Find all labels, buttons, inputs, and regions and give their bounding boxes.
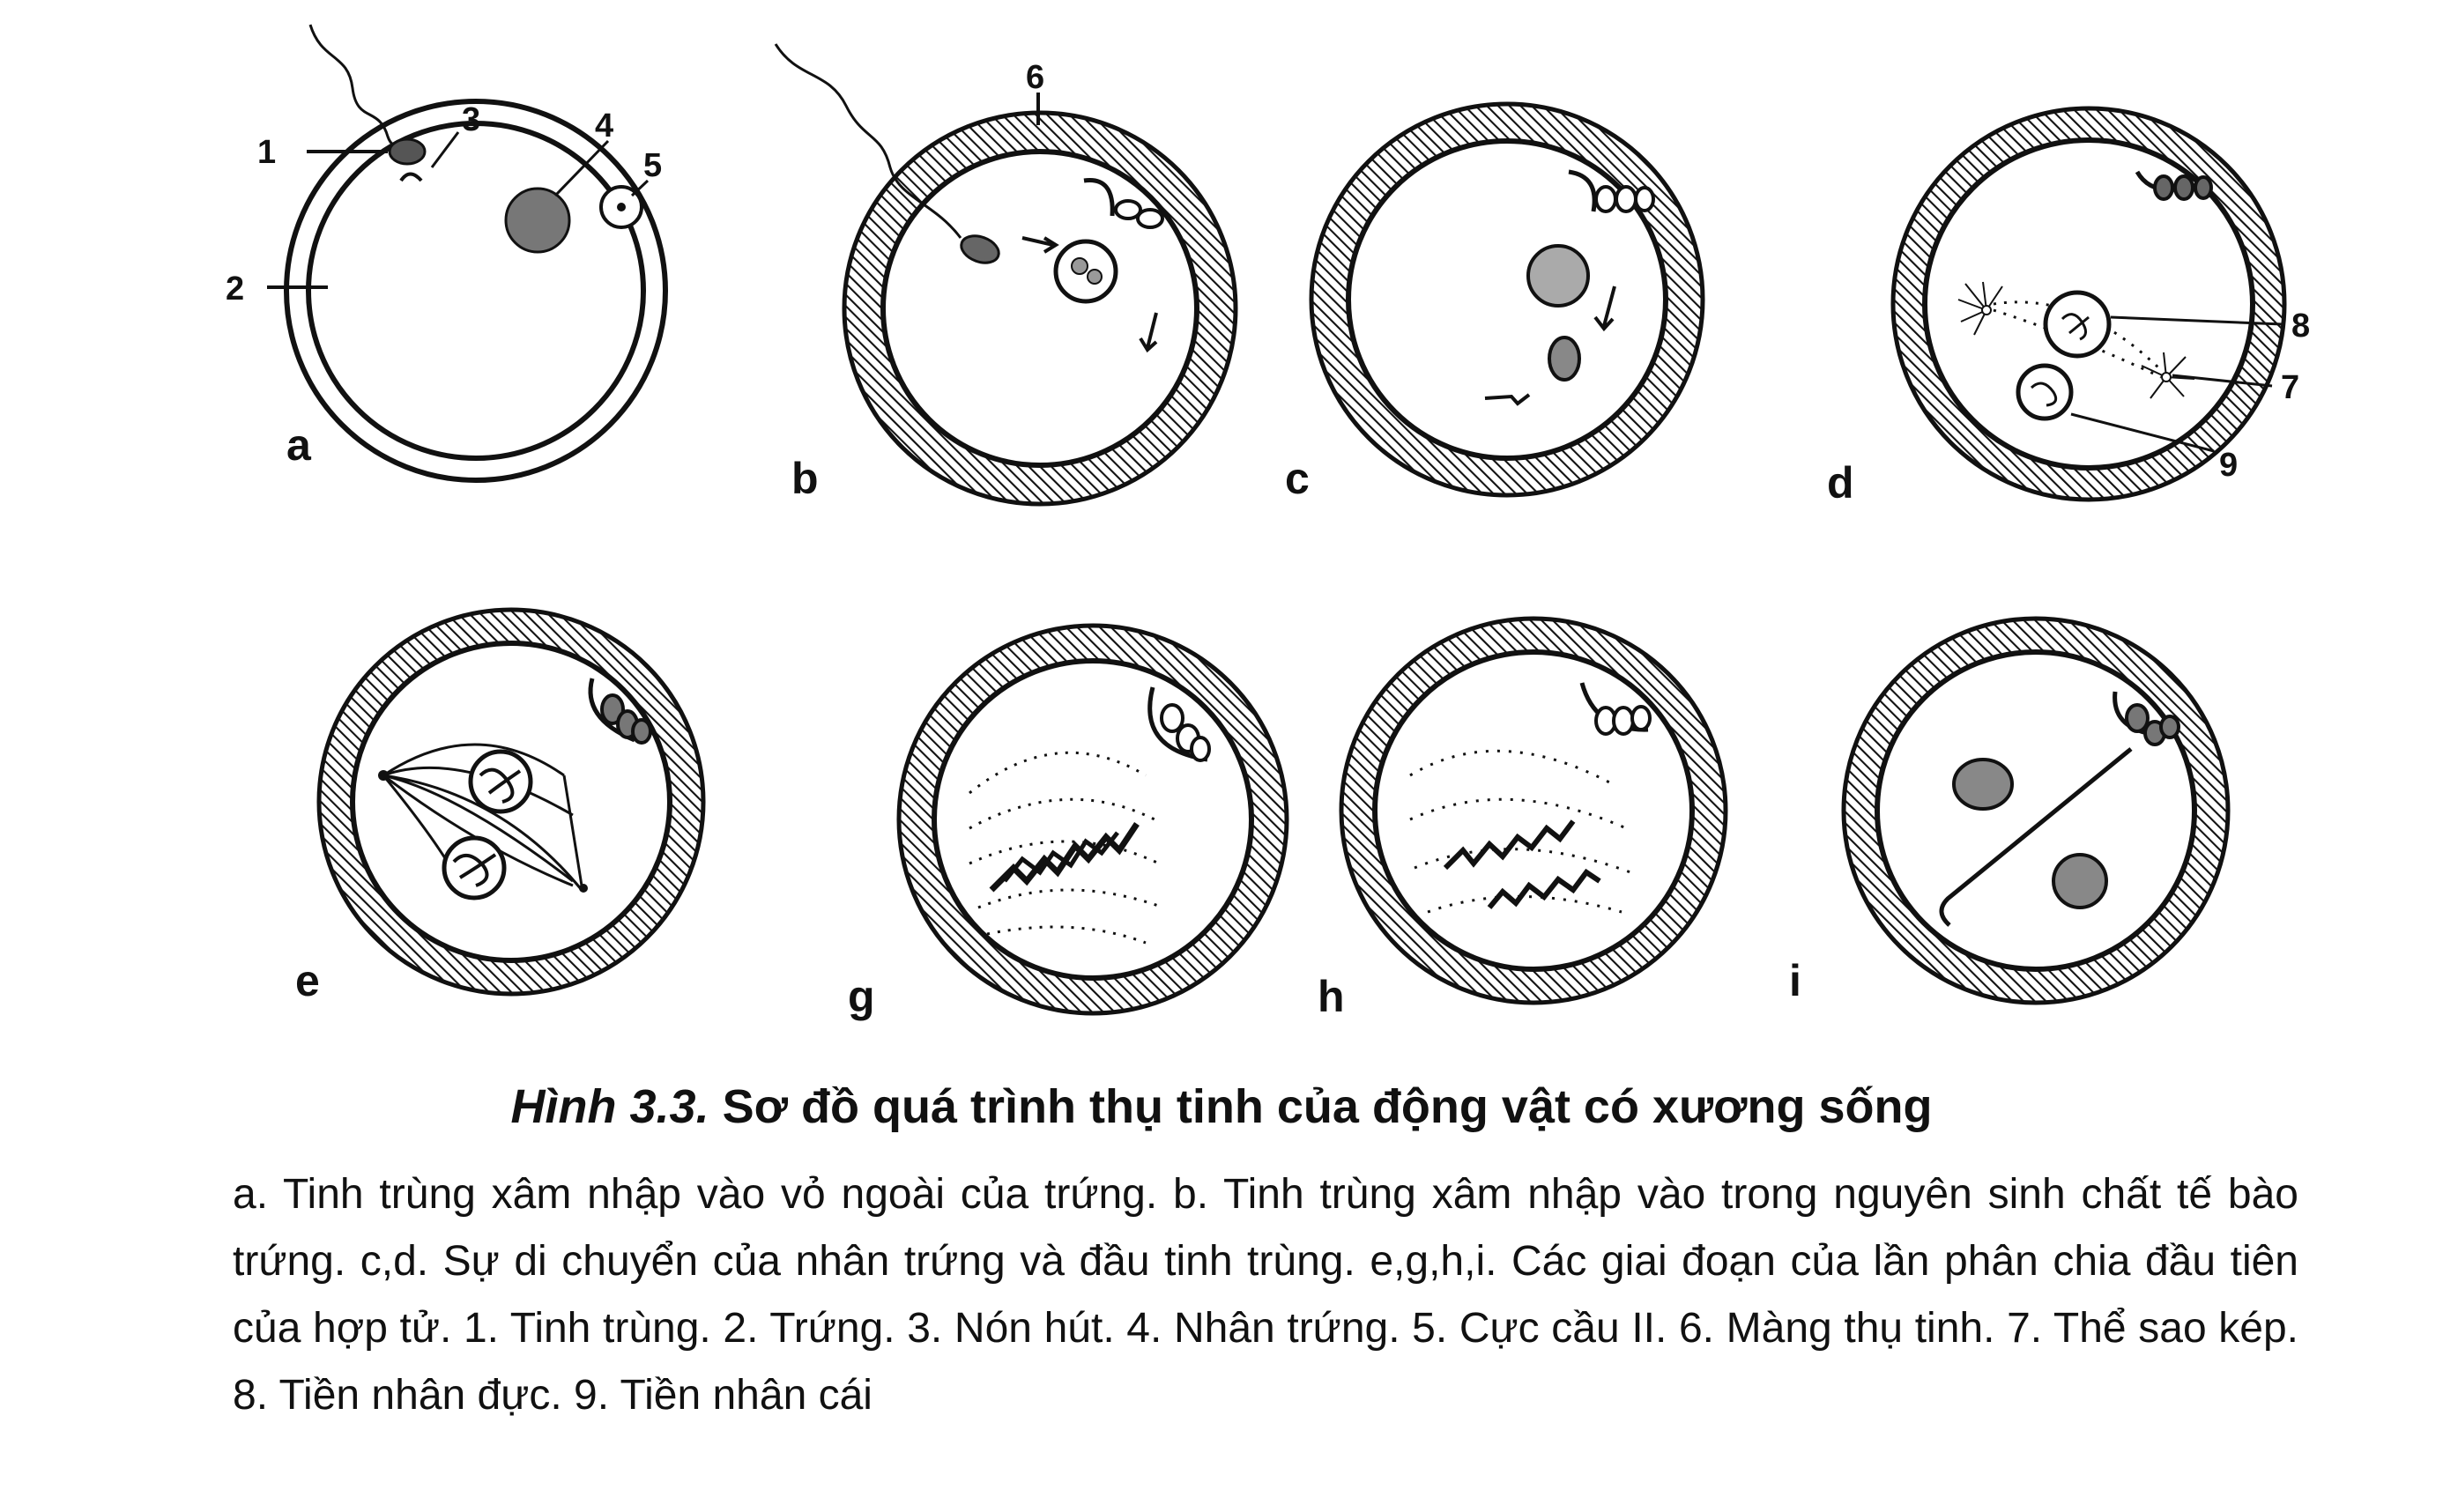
panel-g: g	[848, 623, 1289, 1021]
chromosome-cluster	[468, 749, 533, 814]
chromatin	[2061, 313, 2090, 341]
daughter-nucleus	[1952, 758, 2014, 811]
leader-4	[553, 139, 610, 197]
polar-body	[2194, 175, 2213, 200]
sperm-head	[388, 137, 427, 166]
sperm-head	[960, 234, 1000, 264]
egg-membrane	[1875, 649, 2197, 972]
nucleus-granule	[1071, 257, 1088, 275]
motion-arrow	[1021, 236, 1054, 247]
panel-letter-i: i	[1789, 956, 1801, 1005]
callout-1: 1	[257, 134, 276, 171]
callout-4: 4	[595, 107, 613, 145]
stippled-spindle	[969, 751, 1164, 945]
chromosome-set	[1487, 868, 1601, 909]
sperm-nucleus	[1548, 336, 1581, 382]
egg-membrane	[880, 149, 1199, 468]
panel-h: h	[1318, 616, 1728, 1021]
polar-body-center	[617, 203, 626, 211]
callout-9: 9	[2219, 447, 2238, 484]
panel-e: e	[295, 607, 706, 1005]
leader-3	[430, 131, 460, 168]
panel-letter-h: h	[1318, 972, 1345, 1021]
callout-8: 8	[2291, 308, 2310, 345]
polar-body	[631, 718, 652, 745]
figure-legend: a. Tinh trùng xâm nhập vào vỏ ngoài của …	[233, 1171, 2298, 1419]
caption-label: Hình 3.3.	[510, 1080, 709, 1133]
nucleus-granule	[1087, 269, 1103, 285]
polar-body	[2125, 703, 2150, 733]
egg-membrane	[932, 658, 1254, 981]
polar-body	[2159, 715, 2180, 739]
egg-membrane	[1372, 649, 1695, 972]
panel-letter-b: b	[791, 454, 819, 503]
female-pronucleus	[2016, 363, 2074, 421]
chromatin	[479, 767, 522, 804]
polar-body	[1634, 186, 1655, 212]
motion-arrowhead	[1043, 236, 1059, 254]
callout-5: 5	[643, 147, 662, 184]
polar-body-notch	[1083, 178, 1115, 217]
panel-letter-g: g	[848, 972, 875, 1021]
polar-body	[2173, 174, 2194, 201]
figure-caption: Hình 3.3. Sơ đồ quá trình thụ tinh của đ…	[0, 1079, 2443, 1134]
chromatin	[2030, 382, 2058, 407]
egg-membrane	[306, 121, 646, 461]
leader-9	[2070, 412, 2215, 453]
sperm-trail	[1484, 393, 1531, 406]
metaphase-plate	[1003, 831, 1119, 883]
leader-8	[2110, 315, 2283, 326]
egg-membrane	[1346, 138, 1668, 461]
panel-c: c	[1285, 101, 1705, 503]
male-pronucleus	[2043, 290, 2112, 359]
polar-body	[1136, 208, 1164, 229]
polar-body	[1114, 199, 1142, 220]
polar-body	[1630, 705, 1652, 731]
egg-nucleus	[1526, 244, 1590, 308]
centriole	[378, 770, 389, 781]
panel-letter-d: d	[1827, 458, 1854, 508]
motion-arrow	[1139, 312, 1158, 353]
leader-5	[630, 179, 650, 197]
callout-6: 6	[1026, 59, 1044, 96]
panel-d: 7 8 9 d	[1827, 106, 2310, 508]
egg-nucleus	[504, 187, 571, 254]
polar-body	[1615, 185, 1637, 213]
panel-b: 6 b	[774, 43, 1238, 507]
panel-letter-e: e	[295, 956, 320, 1005]
panel-a: 1 2 3 4 5 a	[226, 24, 668, 483]
cleavage-furrow	[1939, 747, 2133, 927]
double-aster	[2141, 352, 2195, 399]
polar-body-notch	[1568, 169, 1597, 212]
sperm-tail	[774, 43, 962, 239]
panel-letter-c: c	[1285, 454, 1310, 503]
leader-7	[2172, 374, 2273, 388]
fertilization-cone	[399, 172, 423, 182]
polar-body	[2153, 174, 2174, 201]
callout-2: 2	[226, 271, 244, 308]
panel-letter-a: a	[286, 420, 312, 470]
callout-3: 3	[462, 101, 480, 138]
callout-7: 7	[2281, 369, 2299, 406]
metaphase-plate	[989, 822, 1140, 893]
polar-body	[1612, 706, 1635, 736]
polar-body	[1160, 703, 1184, 733]
chromatin	[452, 853, 497, 887]
daughter-nucleus	[2052, 853, 2108, 909]
polar-body	[1190, 736, 1211, 762]
polar-body	[1594, 185, 1617, 213]
panel-i: i	[1789, 616, 2231, 1005]
motion-arrow	[1593, 285, 1616, 332]
caption-title: Sơ đồ quá trình thụ tinh của động vật có…	[722, 1080, 1933, 1133]
centriole	[579, 884, 588, 893]
aster	[1957, 281, 2003, 336]
chromosome-set	[1443, 819, 1576, 871]
